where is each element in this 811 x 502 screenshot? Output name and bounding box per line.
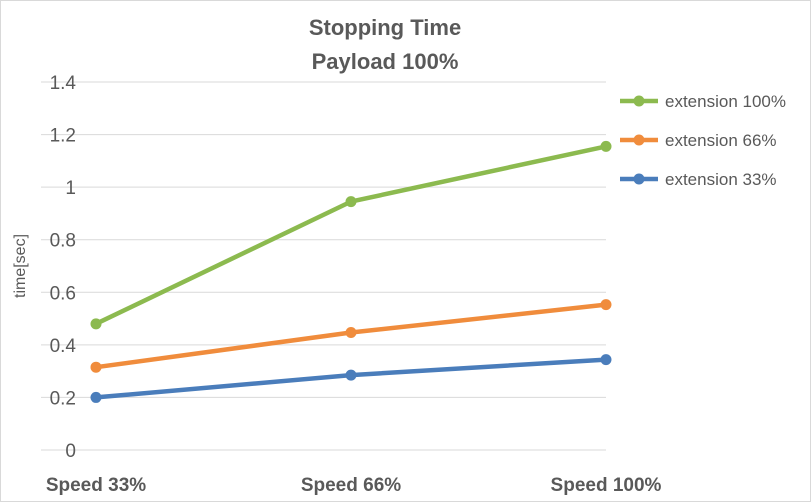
- legend-marker: [633, 173, 645, 185]
- chart-subtitle: Payload 100%: [312, 49, 459, 74]
- legend-label: extension 100%: [665, 92, 786, 111]
- legend-marker: [633, 95, 645, 107]
- legend-marker: [633, 134, 645, 146]
- y-tick-label: 1.4: [50, 73, 77, 94]
- y-tick-label: 0.6: [50, 283, 76, 304]
- legend-item: extension 66%: [620, 131, 777, 150]
- data-point: [345, 369, 357, 381]
- x-category-label: Speed 33%: [46, 475, 146, 496]
- data-point: [600, 354, 612, 366]
- legend-item: extension 33%: [620, 170, 777, 189]
- series-lines: [90, 140, 612, 403]
- series-2: [90, 299, 612, 373]
- gridlines: [41, 81, 606, 451]
- chart-title: Stopping Time: [309, 15, 461, 40]
- y-tick-label: 0: [65, 441, 76, 462]
- y-tick-label: 1: [65, 178, 76, 199]
- series-1: [90, 140, 612, 330]
- y-axis-ticks: 0 0.2 0.4 0.6 0.8 1 1.2 1.4: [50, 73, 77, 462]
- series-3: [90, 354, 612, 403]
- data-point: [345, 327, 357, 339]
- y-axis-title: time[sec]: [12, 234, 29, 298]
- data-point: [345, 196, 357, 208]
- legend-label: extension 33%: [665, 170, 777, 189]
- data-point: [600, 140, 612, 152]
- x-category-label: Speed 66%: [301, 475, 401, 496]
- y-tick-label: 0.8: [50, 231, 76, 252]
- x-category-label: Speed 100%: [551, 475, 662, 496]
- legend: extension 100% extension 66% extension 33%: [620, 92, 786, 189]
- legend-item: extension 100%: [620, 92, 786, 111]
- legend-label: extension 66%: [665, 131, 777, 150]
- data-point: [90, 361, 102, 373]
- y-tick-label: 0.4: [50, 336, 77, 357]
- data-point: [90, 391, 102, 403]
- data-point: [600, 299, 612, 311]
- data-point: [90, 318, 102, 330]
- x-axis-categories: Speed 33% Speed 66% Speed 100%: [46, 475, 662, 496]
- y-tick-label: 0.2: [50, 388, 76, 409]
- series-line: [93, 144, 609, 327]
- y-tick-label: 1.2: [50, 126, 76, 147]
